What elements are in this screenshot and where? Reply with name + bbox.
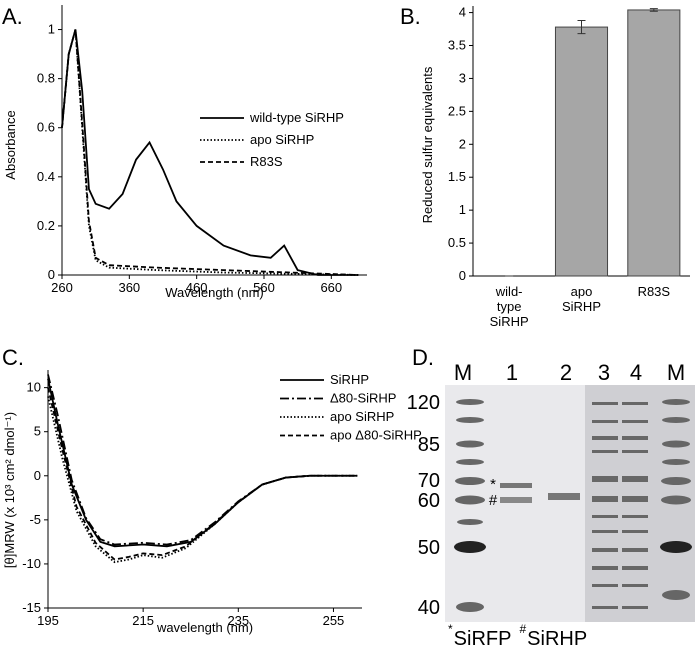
data-line <box>47 378 358 548</box>
y-tick-label: 2 <box>459 136 466 151</box>
band-mark: # <box>489 492 498 509</box>
x-tick-label: 215 <box>132 613 154 628</box>
y-axis-label: Absorbance <box>3 110 18 179</box>
error-bar <box>649 8 658 12</box>
y-tick-label: -10 <box>22 556 41 571</box>
bar <box>554 26 609 277</box>
lane-label: 3 <box>598 360 610 385</box>
x-tick-label-box: wild-type SiRHP <box>489 284 529 329</box>
caption-text: SiRHP <box>527 628 587 650</box>
data-line <box>61 29 359 276</box>
y-tick-label: 1 <box>459 202 466 217</box>
x-tick-label: 460 <box>186 280 208 295</box>
y-tick-label: -5 <box>29 512 41 527</box>
y-tick-label: 4 <box>459 5 466 20</box>
y-tick-label: 5 <box>34 424 41 439</box>
data-line <box>47 374 358 546</box>
bar <box>627 9 681 277</box>
marker-label: 60 <box>418 490 440 512</box>
y-tick-label: -15 <box>22 600 41 615</box>
x-axis-label: wavelength (nm) <box>156 620 253 635</box>
y-tick-label: 3.5 <box>448 38 466 53</box>
y-tick-label: 0 <box>459 268 466 283</box>
gel-image <box>445 385 695 622</box>
x-tick-label: 235 <box>227 613 249 628</box>
x-axis-label: Wavelength (nm) <box>165 285 264 300</box>
legend-label: Δ80-SiRHP <box>330 391 396 406</box>
marker-label: 50 <box>418 537 440 559</box>
lane-label: 4 <box>630 360 642 385</box>
x-tick-label: 195 <box>37 613 59 628</box>
marker-label: 70 <box>418 470 440 492</box>
y-tick-label: 10 <box>27 380 41 395</box>
y-axis-label: [θ]MRW (x 10³ cm² dmol⁻¹) <box>2 412 17 568</box>
x-tick-label: apo SiRHP <box>561 284 601 314</box>
caption-mark: * <box>448 622 453 636</box>
data-line <box>61 29 359 276</box>
y-axis-label: Reduced sulfur equivalents <box>420 66 435 223</box>
legend-label: apo SiRHP <box>330 409 394 424</box>
y-tick-label: 3 <box>459 70 466 85</box>
lane-label: 2 <box>560 360 572 385</box>
panel-label: B. <box>400 4 421 29</box>
data-line <box>47 387 358 561</box>
caption-text: SiRFP <box>454 628 512 650</box>
legend-label: R83S <box>250 154 283 169</box>
legend-label: SiRHP <box>330 372 369 387</box>
x-tick-label-box: R83S <box>637 284 671 299</box>
band-mark: * <box>490 476 496 493</box>
x-tick-label: 255 <box>323 613 345 628</box>
data-line <box>61 29 359 276</box>
x-tick-label: 260 <box>51 280 73 295</box>
lane-label: M <box>667 360 685 385</box>
y-tick-label: 0.6 <box>37 120 55 135</box>
caption-mark: # <box>519 622 526 636</box>
legend-label: apo Δ80-SiRHP <box>330 428 422 443</box>
x-tick-label: R83S <box>637 284 671 299</box>
y-tick-label: 0.8 <box>37 71 55 86</box>
x-tick-label: 660 <box>320 280 342 295</box>
data-line <box>47 396 358 564</box>
panel-label: C. <box>2 345 24 370</box>
y-tick-label: 0 <box>34 468 41 483</box>
y-tick-label: 0.2 <box>37 218 55 233</box>
y-tick-label: 0.5 <box>448 235 466 250</box>
y-tick-label: 2.5 <box>448 103 466 118</box>
marker-label: 120 <box>407 392 440 414</box>
y-tick-label: 1.5 <box>448 169 466 184</box>
y-tick-label: 0.4 <box>37 169 55 184</box>
marker-label: 85 <box>418 434 440 456</box>
panel-label: A. <box>2 4 23 29</box>
y-tick-label: 1 <box>48 22 55 37</box>
error-bar <box>577 19 586 35</box>
legend-label: wild-type SiRHP <box>249 110 344 125</box>
panel-label: D. <box>412 345 434 370</box>
x-tick-label: 560 <box>253 280 275 295</box>
lane-label: 1 <box>506 360 518 385</box>
x-tick-label-box: apo SiRHP <box>561 284 601 314</box>
legend-label: apo SiRHP <box>250 132 314 147</box>
x-tick-label: wild-type SiRHP <box>489 284 529 329</box>
marker-label: 40 <box>418 597 440 619</box>
x-tick-label: 360 <box>118 280 140 295</box>
lane-label: M <box>454 360 472 385</box>
axis <box>47 370 362 609</box>
y-tick-label: 0 <box>48 267 55 282</box>
